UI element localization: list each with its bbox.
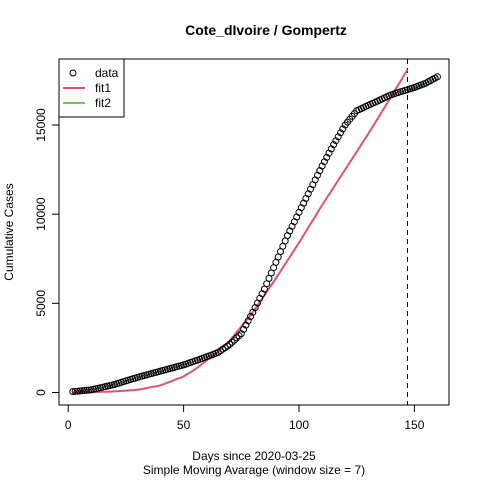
x-tick-label: 50: [177, 418, 191, 432]
data-point: [80, 387, 88, 394]
data-point: [230, 336, 238, 344]
y-tick-label: 15000: [34, 108, 48, 142]
data-point: [434, 73, 441, 81]
legend-label-fit2: fit2: [95, 96, 111, 110]
data-point: [334, 133, 342, 141]
data-point: [226, 340, 234, 348]
data-point: [85, 386, 93, 394]
legend-label-fit1: fit1: [95, 81, 111, 95]
legend-label-data: data: [95, 66, 119, 80]
series-layer: [69, 69, 441, 396]
x-tick-label: 150: [404, 418, 424, 432]
data-point: [235, 332, 243, 340]
x-axis-label: Days since 2020-03-25: [192, 449, 316, 463]
y-tick-label: 5000: [34, 290, 48, 317]
data-point: [247, 313, 254, 320]
x-axis-subtitle: Simple Moving Avarage (window size = 7): [143, 463, 365, 477]
data-point: [83, 386, 91, 394]
data-point: [78, 387, 86, 395]
legend-symbol-data: [69, 69, 77, 77]
data-point: [337, 129, 344, 137]
plot-area-border: [58, 58, 450, 406]
data-point: [323, 153, 331, 161]
data-point: [74, 387, 81, 395]
data-point: [228, 338, 236, 346]
y-axis-label: Cumulative Cases: [2, 183, 16, 280]
data-point: [69, 388, 77, 396]
data-point: [76, 387, 84, 395]
data-point: [71, 387, 79, 395]
tick-marks: 0 50 100 150 0 5000 10000 15000: [34, 108, 425, 432]
data-point: [332, 137, 340, 145]
x-tick-label: 0: [65, 418, 72, 432]
y-tick-label: 10000: [34, 197, 48, 231]
chart-title: Cote_dIvoire / Gompertz: [185, 22, 347, 38]
x-tick-label: 100: [289, 418, 309, 432]
data-point: [330, 141, 338, 149]
y-tick-label: 0: [34, 389, 48, 396]
data-point: [233, 334, 241, 342]
series-line-fit1: [72, 69, 409, 394]
